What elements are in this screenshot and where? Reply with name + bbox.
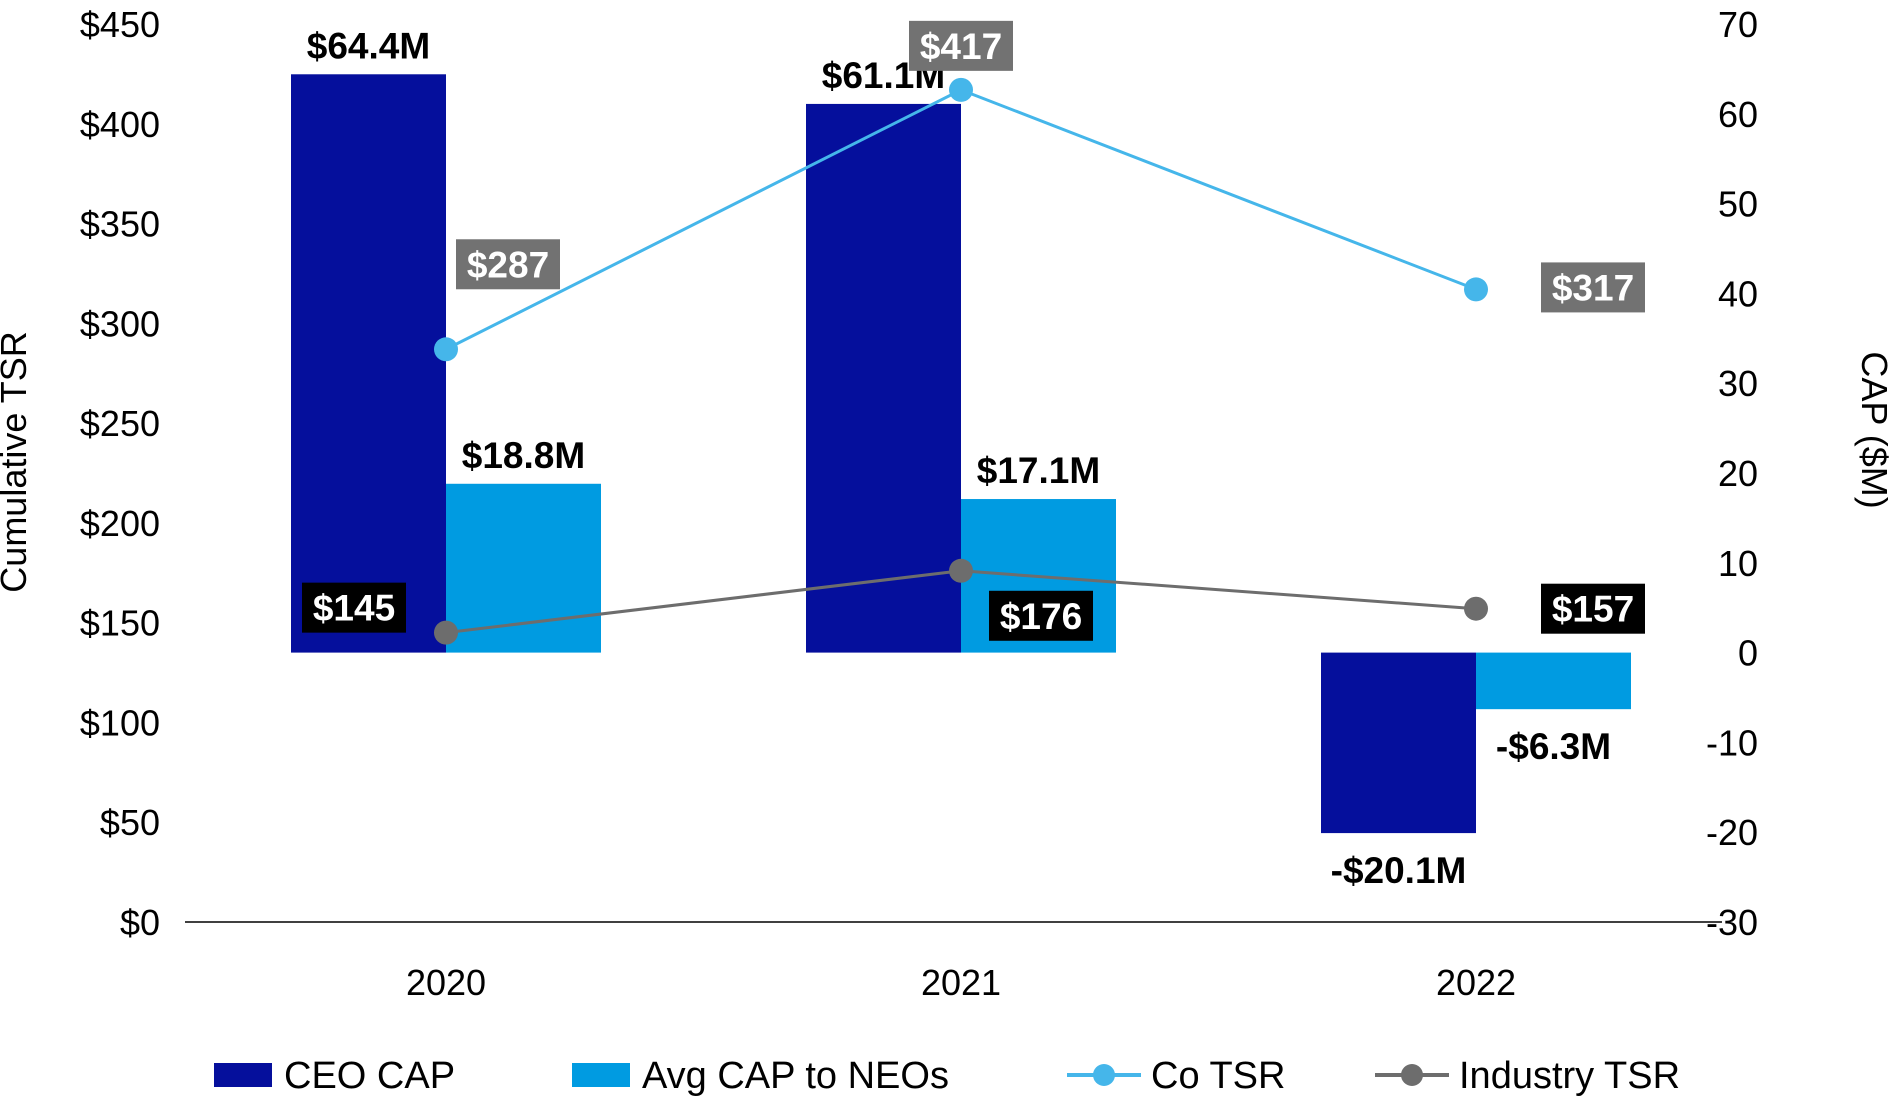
- right-tick-1: -20: [1706, 812, 1758, 853]
- right-tick-3: 0: [1738, 633, 1758, 674]
- co-tsr-point-2020: [434, 337, 458, 362]
- right-tick-4: 10: [1718, 543, 1758, 584]
- avg-cap-to-neos-label-2021: $17.1M: [977, 450, 1100, 491]
- legend-label-avg-cap-to-neos: Avg CAP to NEOs: [642, 1055, 949, 1097]
- left-tick-7: $350: [80, 204, 160, 245]
- industry-tsr-label-2022: $157: [1552, 589, 1634, 630]
- ceo-cap-label-2020: $64.4M: [307, 25, 430, 66]
- x-tick-2022: 2022: [1436, 962, 1516, 1003]
- co-tsr-point-2022: [1464, 277, 1488, 302]
- bar-data-labels: $64.4M$61.1M-$20.1M$18.8M $17.1M-$6.3M: [307, 25, 1611, 891]
- right-tick-6: 30: [1718, 363, 1758, 404]
- right-tick-2: -10: [1706, 722, 1758, 763]
- co-tsr-label-box-2021: [909, 20, 1013, 71]
- industry-tsr-label-box-2020: [302, 582, 406, 633]
- avg-cap-to-neos-label-2022: -$6.3M: [1496, 726, 1611, 767]
- left-tick-0: $0: [120, 902, 160, 943]
- left-tick-5: $250: [80, 403, 160, 444]
- left-tick-6: $300: [80, 303, 160, 344]
- left-axis-title: Cumulative TSR: [0, 331, 34, 592]
- tsr-lines: [434, 77, 1488, 645]
- right-tick-9: 60: [1718, 94, 1758, 135]
- co-tsr-label-2020: $287: [467, 244, 549, 285]
- industry-tsr-label-box-2022: [1541, 583, 1645, 634]
- right-axis-title: CAP ($M): [1854, 351, 1895, 508]
- right-tick-8: 50: [1718, 184, 1758, 225]
- x-tick-2020: 2020: [406, 962, 486, 1003]
- co-tsr-label-2022: $317: [1552, 267, 1634, 308]
- avg-cap-to-neos-bar-2022: [1476, 652, 1631, 710]
- ceo-cap-bar-2022: [1321, 652, 1476, 834]
- left-tick-8: $400: [80, 104, 160, 145]
- right-tick-7: 40: [1718, 273, 1758, 314]
- right-tick-5: 20: [1718, 453, 1758, 494]
- legend-item-industry-tsr: Industry TSR: [1375, 1055, 1680, 1097]
- avg-cap-to-neos-label-2020: $18.8M: [462, 435, 585, 476]
- legend-label-co-tsr: Co TSR: [1151, 1055, 1285, 1097]
- industry-tsr-point-2020: [434, 620, 458, 645]
- legend-item-co-tsr: Co TSR: [1067, 1055, 1285, 1097]
- co-tsr-label-box-2022: [1541, 262, 1645, 313]
- ceo-cap-bar-2020: [291, 74, 446, 653]
- left-tick-4: $200: [80, 503, 160, 544]
- industry-tsr-label-box-2021: [989, 590, 1093, 641]
- legend-label-ceo-cap: CEO CAP: [284, 1055, 455, 1097]
- legend: CEO CAP Avg CAP to NEOs Co TSR Industry TSR: [214, 1055, 1680, 1097]
- legend-label-industry-tsr: Industry TSR: [1459, 1055, 1680, 1097]
- industry-tsr-label-2020: $145: [313, 588, 395, 629]
- left-axis-ticks: $0 $50 $100 $150 $200 $250 $300 $350 $400 $450: [80, 4, 160, 943]
- ceo-cap-bar-2021: [806, 103, 961, 653]
- legend-item-avg-cap-to-neos: Avg CAP to NEOs: [572, 1055, 949, 1097]
- legend-item-ceo-cap: CEO CAP: [214, 1055, 455, 1097]
- left-tick-9: $450: [80, 4, 160, 45]
- legend-swatch-ceo-cap: [214, 1063, 272, 1087]
- avg-cap-to-neos-bar-2020: [446, 483, 601, 653]
- left-tick-3: $150: [80, 603, 160, 644]
- left-tick-1: $50: [100, 802, 160, 843]
- industry-tsr-label-2021: $176: [1000, 596, 1082, 637]
- co-tsr-point-2021: [949, 77, 973, 102]
- legend-marker-co-tsr: [1093, 1064, 1115, 1086]
- co-tsr-label-box-2020: [456, 239, 560, 290]
- tsr-data-labels: $287 $417 $317 $145 $176 $157: [302, 20, 1645, 641]
- left-tick-2: $100: [80, 702, 160, 743]
- x-tick-2021: 2021: [921, 962, 1001, 1003]
- industry-tsr-point-2022: [1464, 596, 1488, 621]
- x-axis-ticks: 2020 2021 2022: [406, 962, 1516, 1003]
- legend-swatch-avg-cap-to-neos: [572, 1063, 630, 1087]
- legend-marker-industry-tsr: [1401, 1064, 1423, 1086]
- industry-tsr-point-2021: [949, 558, 973, 583]
- right-tick-10: 70: [1718, 4, 1758, 45]
- co-tsr-label-2021: $417: [920, 26, 1002, 67]
- ceo-cap-label-2022: -$20.1M: [1331, 850, 1467, 891]
